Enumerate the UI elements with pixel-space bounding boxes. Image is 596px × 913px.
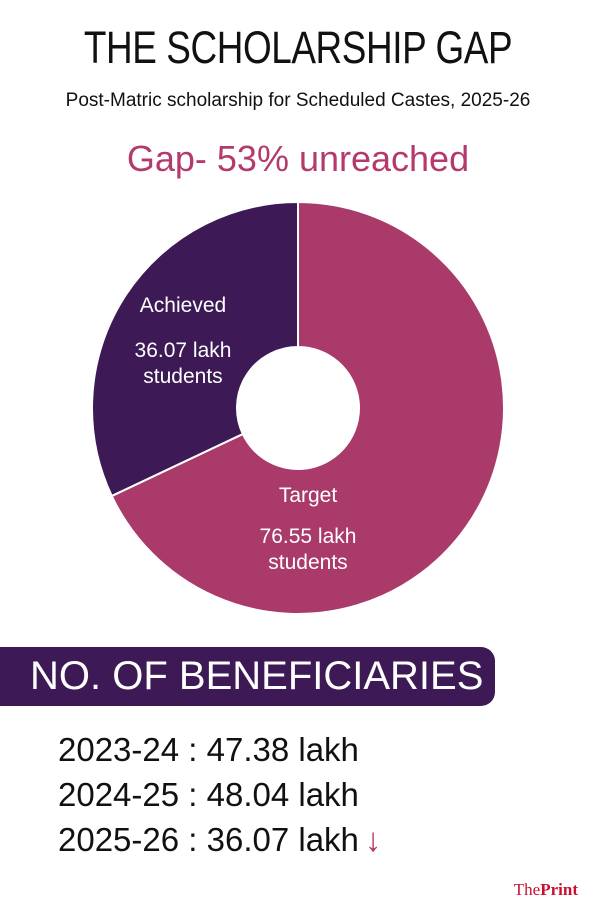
chart-title: THE SCHOLARSHIP GAP: [83, 22, 513, 73]
beneficiary-row-2024-25: 2024-25 : 48.04 lakh: [58, 776, 359, 813]
slice-value-target: 76.55 lakh: [260, 525, 357, 548]
donut-slice-achieved: [91, 200, 299, 498]
beneficiary-row-2023-24: 2023-24 : 47.38 lakh: [58, 731, 359, 768]
chart-subtitle: Post-Matric scholarship for Scheduled Ca…: [65, 90, 531, 111]
gap-headline: Gap- 53% unreached: [126, 138, 470, 179]
slice-label-achieved: Achieved: [140, 294, 226, 317]
beneficiaries-list: 2023-24 : 47.38 lakh 2024-25 : 48.04 lak…: [58, 727, 381, 862]
slice-unit-achieved: students: [143, 365, 222, 388]
beneficiary-row-2025-26: 2025-26 : 36.07 lakh ↓: [58, 821, 382, 858]
slice-value-achieved: 36.07 lakh: [135, 339, 232, 362]
down-arrow-icon: ↓: [364, 821, 382, 858]
donut-slice-target: [110, 200, 505, 615]
slice-label-target: Target: [279, 484, 338, 507]
beneficiaries-banner: NO. OF BENEFICIARIES: [0, 647, 495, 706]
slice-unit-target: students: [268, 551, 347, 574]
brand-logo: ThePrint: [513, 880, 578, 899]
donut-chart: Achieved 36.07 lakh students Target 76.55 la…: [91, 200, 505, 615]
